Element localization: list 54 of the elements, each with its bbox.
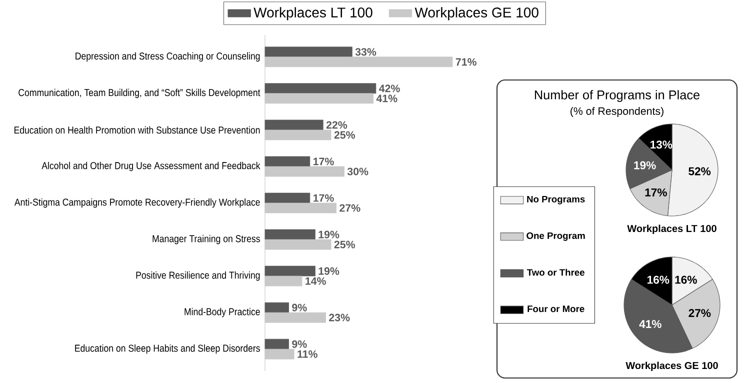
data-label: 30%: [347, 168, 368, 176]
bar: [264, 156, 310, 167]
y-tick-label: Depression and Stress Coaching or Counseling: [76, 52, 260, 62]
legend-label: Two or Three: [526, 268, 584, 276]
data-label: 33%: [355, 48, 376, 56]
data-label: 17%: [313, 158, 334, 166]
data-label: 41%: [639, 320, 662, 328]
legend-label: No Programs: [527, 196, 585, 204]
data-label: 25%: [334, 131, 356, 139]
bar: [264, 266, 316, 276]
legend-label: Workplaces LT 100: [254, 7, 372, 20]
data-label: 9%: [292, 340, 307, 348]
legend-label: Workplaces GE 100: [414, 7, 538, 20]
data-label: 14%: [306, 277, 326, 285]
y-tick-label: Education on Health Promotion with Substance Use Prevention: [14, 126, 260, 134]
data-label: 19%: [318, 267, 340, 275]
data-label: 52%: [688, 167, 711, 176]
data-label: 9%: [292, 304, 307, 312]
data-label: 22%: [326, 121, 348, 129]
data-label: 16%: [675, 276, 697, 284]
text: Workplaces LT 100: [627, 224, 716, 234]
bar: [264, 120, 324, 130]
data-label: 27%: [340, 204, 360, 212]
text: Workplaces GE 100: [626, 362, 718, 372]
legend-label: Four or More: [528, 306, 584, 312]
bar: [264, 302, 289, 313]
data-label: 17%: [313, 194, 334, 202]
data-label: 19%: [634, 161, 656, 170]
data-label: 41%: [376, 94, 398, 102]
data-label: 13%: [650, 140, 672, 149]
y-tick-label: Mind-Body Practice: [184, 308, 260, 318]
legend-label: One Program: [526, 232, 585, 241]
data-label: 23%: [329, 314, 350, 322]
y-tick-label: Alcohol and Other Drug Use Assessment and Feedback: [42, 162, 260, 172]
y-tick-label: Education on Sleep Habits and Sleep Disorders: [75, 344, 260, 354]
chart-title: Number of Programs in Place: [534, 90, 700, 102]
data-label: 27%: [688, 309, 711, 318]
chart-subtitle: (% of Respondents): [570, 107, 664, 117]
data-label: 17%: [645, 188, 667, 196]
bar: [264, 229, 316, 240]
data-label: 19%: [318, 230, 340, 238]
bar: [264, 338, 289, 350]
data-label: 16%: [647, 276, 670, 284]
bar: [264, 192, 310, 204]
data-label: 42%: [379, 84, 400, 92]
y-tick-label: Manager Training on Stress: [152, 234, 260, 244]
data-label: 11%: [298, 350, 318, 358]
data-label: 71%: [456, 58, 476, 66]
bar: [264, 46, 352, 58]
y-tick-label: Communication, Team Building, and “Soft” Skills Development: [18, 88, 260, 98]
y-tick-label: Anti-Stigma Campaigns Promote Recovery-Friendly Workplace: [14, 198, 260, 208]
y-tick-label: Positive Resilience and Thriving: [136, 271, 260, 281]
data-label: 25%: [334, 240, 356, 248]
bar: [264, 83, 376, 94]
